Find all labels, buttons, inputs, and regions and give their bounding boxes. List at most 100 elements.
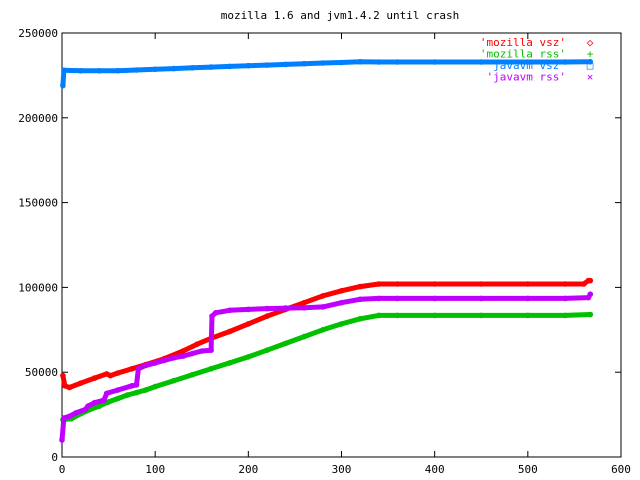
legend: 'mozilla vsz' ◇ 'mozilla rss' + 'javavm vsz'… bbox=[480, 36, 594, 84]
data-point bbox=[245, 321, 252, 327]
data-point bbox=[478, 281, 485, 287]
legend-marker: + bbox=[587, 48, 594, 61]
data-point bbox=[376, 59, 382, 65]
data-point bbox=[62, 383, 68, 389]
data-point bbox=[525, 59, 531, 65]
data-point bbox=[212, 310, 219, 316]
data-point bbox=[115, 67, 121, 74]
data-point bbox=[180, 348, 186, 354]
data-point bbox=[171, 355, 177, 361]
data-point bbox=[208, 64, 214, 70]
data-point bbox=[264, 347, 270, 354]
x-tick-label: 600 bbox=[611, 463, 631, 476]
data-point bbox=[226, 63, 233, 70]
data-point bbox=[301, 60, 308, 67]
data-point bbox=[478, 312, 485, 319]
data-point bbox=[562, 295, 568, 302]
data-point bbox=[320, 304, 326, 310]
x-tick-label: 400 bbox=[425, 463, 445, 476]
data-point bbox=[338, 59, 345, 66]
data-point bbox=[562, 59, 568, 65]
data-point bbox=[96, 403, 103, 409]
data-point bbox=[189, 371, 196, 378]
data-point bbox=[525, 295, 531, 302]
data-point bbox=[587, 311, 594, 318]
data-point bbox=[376, 295, 382, 302]
data-point bbox=[301, 333, 308, 340]
data-point bbox=[226, 307, 233, 314]
data-point bbox=[171, 377, 177, 384]
data-point bbox=[394, 59, 401, 65]
data-point bbox=[73, 410, 79, 416]
data-point bbox=[525, 312, 531, 319]
data-point bbox=[101, 397, 107, 404]
data-point bbox=[394, 295, 401, 302]
legend-label: 'javavm rss' bbox=[487, 71, 566, 84]
data-point bbox=[320, 293, 326, 299]
data-point bbox=[208, 366, 214, 372]
data-point bbox=[103, 390, 110, 397]
data-point bbox=[152, 66, 158, 73]
series-layer bbox=[59, 59, 594, 443]
data-point bbox=[478, 59, 485, 65]
data-point bbox=[562, 312, 568, 319]
data-point bbox=[152, 360, 158, 366]
data-point bbox=[282, 61, 289, 68]
data-point bbox=[245, 354, 252, 360]
legend-label: 'javavm vsz' bbox=[487, 59, 566, 72]
data-point bbox=[60, 372, 66, 379]
data-point bbox=[301, 305, 308, 311]
data-point bbox=[431, 295, 438, 302]
y-tick-label: 200000 bbox=[18, 112, 58, 125]
data-point bbox=[394, 281, 401, 287]
data-point bbox=[91, 375, 98, 381]
series-3 bbox=[59, 291, 594, 443]
x-tick-label: 300 bbox=[332, 463, 352, 476]
data-point bbox=[66, 384, 73, 391]
data-point bbox=[394, 312, 401, 319]
data-point bbox=[587, 277, 594, 284]
data-point bbox=[133, 389, 140, 396]
data-point bbox=[301, 299, 308, 306]
data-point bbox=[60, 82, 66, 89]
data-point bbox=[478, 295, 485, 302]
data-point bbox=[338, 299, 345, 306]
data-point bbox=[61, 67, 67, 74]
data-point bbox=[357, 316, 363, 322]
data-point bbox=[209, 313, 215, 320]
legend-label: 'mozilla vsz' bbox=[480, 36, 566, 49]
data-point bbox=[96, 68, 103, 74]
data-point bbox=[587, 59, 594, 65]
data-point bbox=[124, 392, 130, 398]
data-point bbox=[77, 380, 84, 387]
data-point bbox=[226, 328, 233, 335]
data-point bbox=[180, 353, 186, 359]
data-point bbox=[59, 437, 65, 443]
data-point bbox=[431, 59, 438, 65]
data-point bbox=[189, 65, 196, 71]
data-point bbox=[320, 60, 326, 66]
x-tick-label: 100 bbox=[145, 463, 165, 476]
data-point bbox=[171, 65, 177, 72]
data-point bbox=[320, 327, 326, 333]
data-point bbox=[264, 62, 270, 68]
data-point bbox=[245, 62, 252, 69]
data-point bbox=[338, 288, 345, 294]
data-point bbox=[115, 395, 121, 402]
data-point bbox=[282, 305, 289, 311]
legend-marker: ◇ bbox=[587, 36, 594, 49]
data-point bbox=[107, 372, 114, 379]
data-point bbox=[133, 382, 140, 388]
y-tick-label: 250000 bbox=[18, 27, 58, 40]
data-point bbox=[226, 360, 233, 366]
x-tick-label: 500 bbox=[518, 463, 538, 476]
x-tick-label: 200 bbox=[238, 463, 258, 476]
legend-label: 'mozilla rss' bbox=[480, 48, 566, 61]
data-point bbox=[129, 366, 135, 372]
legend-marker: □ bbox=[587, 59, 594, 72]
y-axis: 0 50000 100000 150000 200000 250000 bbox=[18, 27, 621, 464]
data-point bbox=[431, 312, 438, 319]
y-tick-label: 100000 bbox=[18, 281, 58, 294]
x-axis: 0 100 200 300 400 500 600 bbox=[59, 33, 631, 476]
chart-title: mozilla 1.6 and jvm1.4.2 until crash bbox=[221, 9, 459, 22]
